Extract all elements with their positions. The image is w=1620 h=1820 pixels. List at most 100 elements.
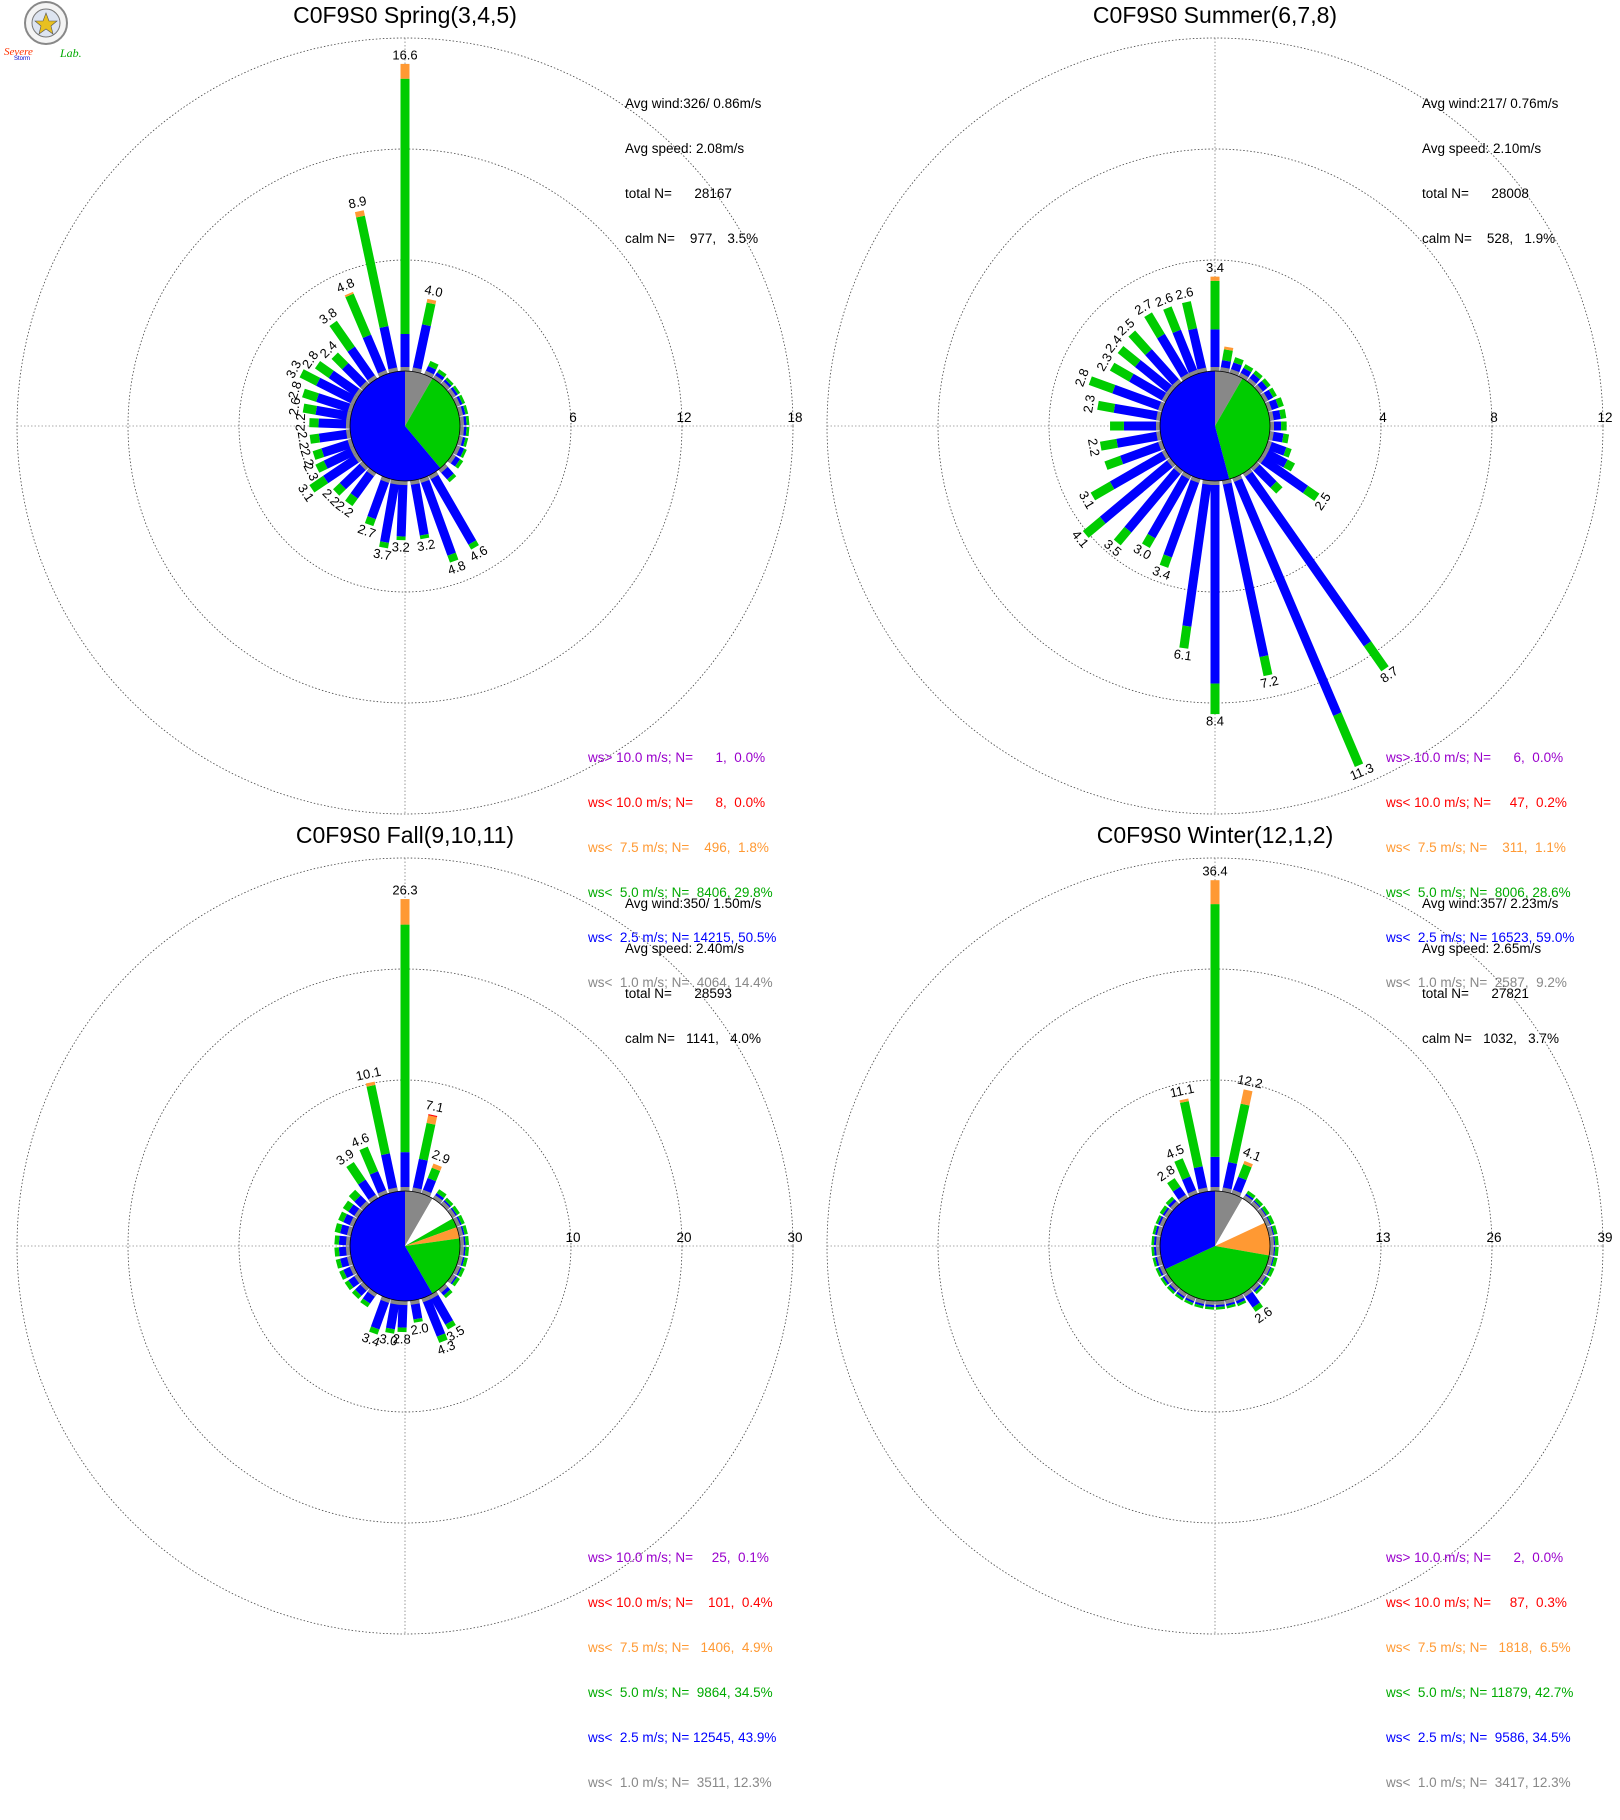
- bar-base: [360, 1201, 370, 1211]
- direction-bar: [1155, 1215, 1168, 1227]
- logo-text-severe: Severe: [4, 46, 33, 58]
- bar-base: [400, 1187, 410, 1191]
- bar-base: [354, 388, 363, 399]
- direction-bar: [440, 1197, 454, 1211]
- bar-value-label: 3.2: [416, 536, 436, 554]
- bar-segment: [1257, 453, 1309, 494]
- bar-segment: [1261, 1276, 1270, 1287]
- bar-base: [1195, 1297, 1206, 1305]
- legend-entry: ws< 7.5 m/s; N= 1818, 6.5%: [1386, 1640, 1571, 1655]
- bar-base: [1156, 1226, 1164, 1237]
- pie-slice: [405, 371, 433, 426]
- direction-bar: [459, 1235, 470, 1246]
- bar-segment: [1243, 1160, 1253, 1168]
- bar-segment: [462, 1225, 468, 1235]
- bar-segment: [443, 1289, 453, 1299]
- bar-segment: [1145, 349, 1182, 389]
- bar-base: [1210, 367, 1220, 371]
- bar-segment: [367, 476, 391, 520]
- bar-base: [1238, 372, 1249, 381]
- bar-segment: [345, 493, 358, 507]
- calm-n: calm N= 528, 1.9%: [1422, 231, 1556, 246]
- bar-base: [419, 476, 430, 483]
- bar-segment: [455, 459, 464, 469]
- bar-segment: [1182, 301, 1198, 331]
- bar-base: [380, 1296, 391, 1303]
- legend-entry: ws< 7.5 m/s; N= 311, 1.1%: [1386, 840, 1566, 855]
- bar-segment: [364, 516, 376, 527]
- bar-base: [440, 381, 450, 391]
- pie-slice: [405, 1218, 457, 1246]
- direction-bar: [1269, 421, 1287, 431]
- bar-segment: [397, 1327, 407, 1333]
- bar-segment: [1104, 455, 1124, 470]
- bar-segment: [1117, 345, 1141, 367]
- bar-segment: [396, 536, 406, 541]
- legend-entry: ws< 2.5 m/s; N= 12545, 43.9%: [588, 1730, 777, 1745]
- bar-base: [1210, 1187, 1220, 1191]
- direction-bar: [459, 415, 470, 426]
- bar-segment: [1267, 1215, 1275, 1225]
- avg-speed: Avg speed: 2.08m/s: [625, 141, 745, 156]
- bar-segment: [379, 326, 398, 374]
- bar-segment: [445, 377, 454, 386]
- bar-base: [459, 1246, 465, 1256]
- direction-bar: [1238, 364, 1254, 381]
- bar-base: [1242, 1195, 1253, 1204]
- legend-entry: ws< 10.0 m/s; N= 87, 0.3%: [1386, 1595, 1567, 1610]
- pie-slice: [1215, 1222, 1270, 1256]
- bar-segment: [341, 362, 370, 391]
- avg-speed: Avg speed: 2.40m/s: [625, 941, 745, 956]
- bar-base: [398, 1300, 408, 1306]
- bar-value-label: 11.3: [1348, 760, 1376, 783]
- wind-rose-figure: { "colors": { "ws_gt_10": "#9900cc", "ws…: [4, 1, 1613, 1790]
- bar-segment: [1120, 440, 1165, 465]
- bar-segment: [1088, 376, 1116, 394]
- bar-base: [367, 1288, 378, 1297]
- bar-segment: [380, 479, 400, 543]
- pie-outline: [1159, 370, 1271, 482]
- bar-segment: [400, 63, 410, 79]
- bar-value-label: 2.7: [356, 521, 378, 541]
- direction-bar: [1194, 1297, 1206, 1309]
- direction-bar: [1090, 449, 1170, 501]
- bar-base: [432, 375, 443, 384]
- legend-entry: ws< 5.0 m/s; N= 8406, 29.8%: [588, 885, 773, 900]
- bar-segment: [400, 899, 410, 925]
- avg-wind: Avg wind:217/ 0.76m/s: [1422, 96, 1559, 111]
- bar-segment: [331, 352, 349, 370]
- bar-segment: [465, 415, 470, 426]
- bar-segment: [1116, 431, 1162, 448]
- bar-segment: [1128, 330, 1152, 356]
- bar-segment: [1254, 1285, 1264, 1295]
- direction-bar: [369, 1296, 391, 1335]
- bar-base: [1269, 1236, 1275, 1246]
- bar-segment: [1172, 329, 1199, 377]
- direction-bar: [1165, 1196, 1180, 1211]
- bar-base: [377, 369, 388, 378]
- bar-base: [1155, 1236, 1161, 1246]
- bar-base: [1158, 401, 1165, 412]
- avg-wind: Avg wind:326/ 0.86m/s: [625, 96, 762, 111]
- bar-segment: [464, 1246, 470, 1257]
- direction-bar: [1224, 1297, 1236, 1309]
- bar-segment: [1163, 476, 1201, 558]
- pie-slice: [1215, 1198, 1265, 1246]
- legend-entry: ws< 7.5 m/s; N= 1406, 4.9%: [588, 1640, 773, 1655]
- ring-label: 8: [1490, 410, 1498, 425]
- bar-segment: [1253, 370, 1263, 380]
- bar-base: [447, 453, 456, 464]
- bar-segment: [1271, 1225, 1278, 1235]
- bar-segment: [323, 446, 358, 469]
- bar-segment: [400, 78, 410, 334]
- bar-value-label: 2.9: [430, 1146, 452, 1167]
- bar-segment: [321, 438, 355, 457]
- panel-title: C0F9S0 Fall(9,10,11): [295, 822, 515, 848]
- legend-entry: ws< 1.0 m/s; N= 4064, 14.4%: [588, 975, 773, 990]
- bar-base: [1187, 1189, 1198, 1198]
- bar-segment: [1237, 1300, 1247, 1307]
- bar-segment: [428, 1114, 438, 1118]
- bar-base: [1266, 1226, 1274, 1237]
- bar-segment: [1302, 485, 1320, 502]
